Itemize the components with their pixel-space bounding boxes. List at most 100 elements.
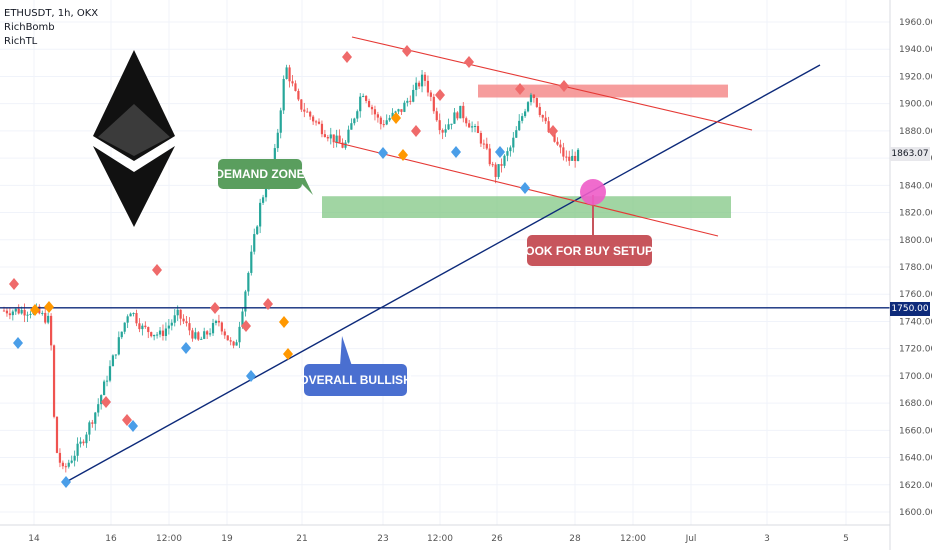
candle-body [459, 105, 462, 119]
candle-body [206, 331, 209, 335]
candle-body [197, 332, 200, 340]
signal-diamond-icon [435, 89, 445, 101]
signal-diamond-icon [128, 420, 138, 432]
candle-body [379, 117, 382, 125]
candle-body [453, 112, 456, 124]
y-tick-label: 1780.00 [899, 263, 932, 273]
candle-body [167, 325, 170, 329]
candle-body [223, 331, 226, 336]
y-tick-label: 1640.00 [899, 454, 932, 464]
candle-body [200, 338, 203, 340]
signal-diamond-icon [451, 146, 461, 158]
y-tick-label: 1900.00 [899, 100, 932, 110]
candle-body [285, 67, 288, 79]
signal-diamond-icon [101, 396, 111, 408]
candle-body [450, 123, 453, 125]
y-tick-label: 1840.00 [899, 181, 932, 191]
candle-body [385, 120, 388, 125]
signal-diamond-icon [378, 147, 388, 159]
candle-body [388, 117, 391, 121]
candle-body [79, 441, 82, 444]
candle-body [147, 327, 150, 333]
candle-body [82, 441, 85, 444]
candle-body [191, 330, 194, 339]
candle-body [132, 313, 135, 315]
candle-body [188, 323, 191, 331]
trend-lines [0, 36, 890, 483]
candle-body [135, 313, 138, 324]
x-tick-label: 14 [28, 534, 40, 544]
candle-body [155, 334, 159, 336]
candle-body [347, 129, 350, 143]
candle-body [294, 83, 297, 91]
x-tick-label: 26 [491, 534, 503, 544]
signal-markers [9, 45, 569, 488]
candle-body [521, 116, 524, 121]
candle-body [509, 147, 512, 152]
signal-diamond-icon [559, 80, 569, 92]
x-tick-label: 12:00 [620, 534, 646, 544]
candle-body [547, 121, 550, 133]
candle-body [232, 341, 235, 346]
candle-body [297, 90, 300, 100]
candle-body [94, 412, 97, 424]
candle-body [41, 312, 44, 314]
candle-body [102, 381, 106, 396]
candle-body [426, 80, 430, 93]
candle-body [497, 164, 500, 177]
candle-body [571, 155, 574, 161]
candle-body [11, 311, 14, 316]
signal-diamond-icon [279, 316, 289, 328]
candle-body [244, 291, 247, 312]
candle-body [306, 111, 309, 113]
candle-body [88, 422, 91, 435]
signal-diamond-icon [246, 370, 256, 382]
y-tick-label: 1940.00 [899, 45, 932, 55]
candle-body [350, 123, 353, 130]
indicator-richbomb[interactable]: RichBomb [4, 22, 55, 33]
candle-body [432, 96, 435, 112]
candle-body [470, 126, 474, 128]
candle-body [482, 143, 485, 145]
candle-body [491, 164, 494, 166]
candle-body [300, 99, 303, 110]
candle-body [323, 134, 326, 138]
candle-body [397, 109, 400, 112]
candle-body [503, 155, 506, 166]
demand-label-pointer [300, 168, 313, 195]
candle-body [144, 325, 147, 328]
candle-body [150, 332, 153, 337]
signal-diamond-icon [391, 112, 401, 124]
x-tick-label: 16 [105, 534, 117, 544]
candle-body [176, 309, 179, 316]
candle-body [382, 124, 385, 126]
candle-body [44, 312, 47, 323]
signal-diamond-icon [9, 278, 19, 290]
overall-bullish-label: OVERALL BULLISH [299, 364, 412, 396]
candle-body [447, 124, 450, 130]
candle-body [14, 308, 17, 312]
indicator-richtl[interactable]: RichTL [4, 36, 38, 47]
candle-body [55, 416, 59, 453]
candle-body [476, 125, 480, 133]
candle-body [179, 309, 182, 319]
x-tick-label: 12:00 [427, 534, 453, 544]
candle-body [291, 81, 294, 84]
candle-body [241, 311, 244, 327]
y-tick-label: 1620.00 [899, 481, 932, 491]
candle-body [220, 322, 223, 332]
candle-body [5, 310, 9, 314]
candle-body [114, 354, 117, 356]
candle-body [338, 135, 341, 143]
candle-body [73, 455, 76, 461]
candle-body [100, 395, 103, 405]
signal-diamond-icon [30, 304, 40, 316]
candle-body [185, 321, 188, 324]
candle-body [76, 443, 79, 456]
candle-body [8, 313, 11, 316]
x-tick-label: Jul [685, 534, 697, 544]
signal-diamond-icon [44, 301, 54, 313]
candle-body [468, 123, 471, 128]
